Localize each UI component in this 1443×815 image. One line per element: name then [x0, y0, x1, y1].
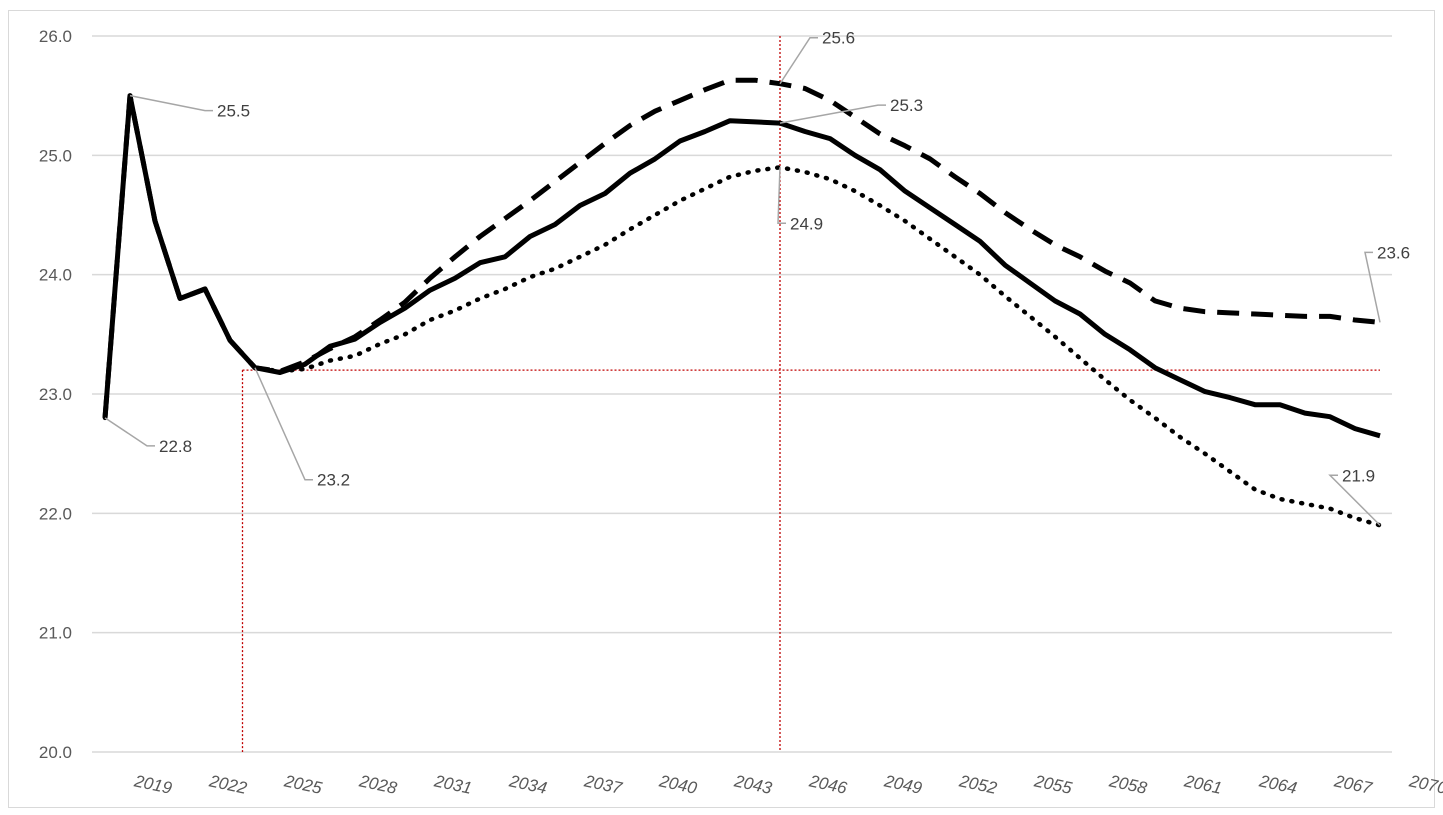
- x-tick-label: 2046: [807, 771, 849, 798]
- data-label: 23.6: [1377, 243, 1410, 262]
- x-tick-label: 2043: [732, 771, 774, 798]
- x-tick-label: 2070: [1407, 771, 1443, 798]
- x-tick-label: 2055: [1032, 771, 1074, 798]
- x-tick-label: 2022: [207, 771, 249, 798]
- y-axis-tick-labels: 20.0 21.0 22.0 23.0 24.0 25.0 26.0: [39, 27, 72, 762]
- y-tick-label: 21.0: [39, 624, 72, 643]
- gridlines: [92, 35, 1392, 753]
- x-axis-tick-labels: 2019 2022 2025 2028 2031 2034 2037 2040 2043 2046…: [132, 771, 1443, 798]
- y-tick-label: 20.0: [39, 743, 72, 762]
- x-tick-label: 2040: [657, 771, 699, 798]
- leader-line: [779, 36, 818, 85]
- x-tick-label: 2052: [957, 771, 999, 798]
- x-tick-label: 2058: [1107, 771, 1149, 798]
- series-lines: [102, 77, 1383, 528]
- x-tick-label: 2067: [1332, 771, 1374, 798]
- x-tick-label: 2034: [507, 771, 549, 798]
- data-label: 23.2: [317, 471, 350, 490]
- reference-lines: [241, 36, 1380, 752]
- leader-line: [1364, 251, 1381, 323]
- y-tick-label: 25.0: [39, 146, 72, 165]
- y-tick-label: 26.0: [39, 27, 72, 46]
- data-label: 25.3: [890, 96, 923, 115]
- series-line-solid: [102, 93, 1381, 439]
- y-tick-label: 24.0: [39, 266, 72, 285]
- leader-line: [1328, 474, 1381, 526]
- data-label: 24.9: [790, 214, 823, 233]
- y-tick-label: 23.0: [39, 385, 72, 404]
- x-tick-label: 2064: [1257, 771, 1299, 798]
- data-label: 25.6: [822, 29, 855, 48]
- leader-line: [129, 94, 213, 112]
- x-tick-label: 2025: [282, 771, 324, 798]
- x-tick-label: 2049: [882, 771, 924, 798]
- leader-line: [777, 167, 786, 225]
- y-tick-label: 22.0: [39, 504, 72, 523]
- annotation-leaders: [104, 36, 1381, 526]
- x-tick-label: 2061: [1182, 771, 1224, 798]
- series-line-dashed: [102, 77, 1381, 419]
- x-tick-label: 2028: [357, 771, 399, 798]
- leader-line: [254, 367, 313, 481]
- x-tick-label: 2031: [432, 771, 474, 798]
- data-label: 21.9: [1342, 466, 1375, 485]
- data-label: 25.5: [217, 102, 250, 121]
- x-tick-label: 2019: [132, 771, 174, 798]
- data-label: 22.8: [159, 437, 192, 456]
- leader-line: [104, 417, 155, 447]
- data-labels: 22.8 25.5 23.2 25.6 25.3 24.9 23.6 21.9: [159, 29, 1410, 490]
- x-tick-label: 2037: [582, 771, 624, 798]
- chart-area: [8, 10, 1435, 808]
- leader-line: [779, 104, 886, 124]
